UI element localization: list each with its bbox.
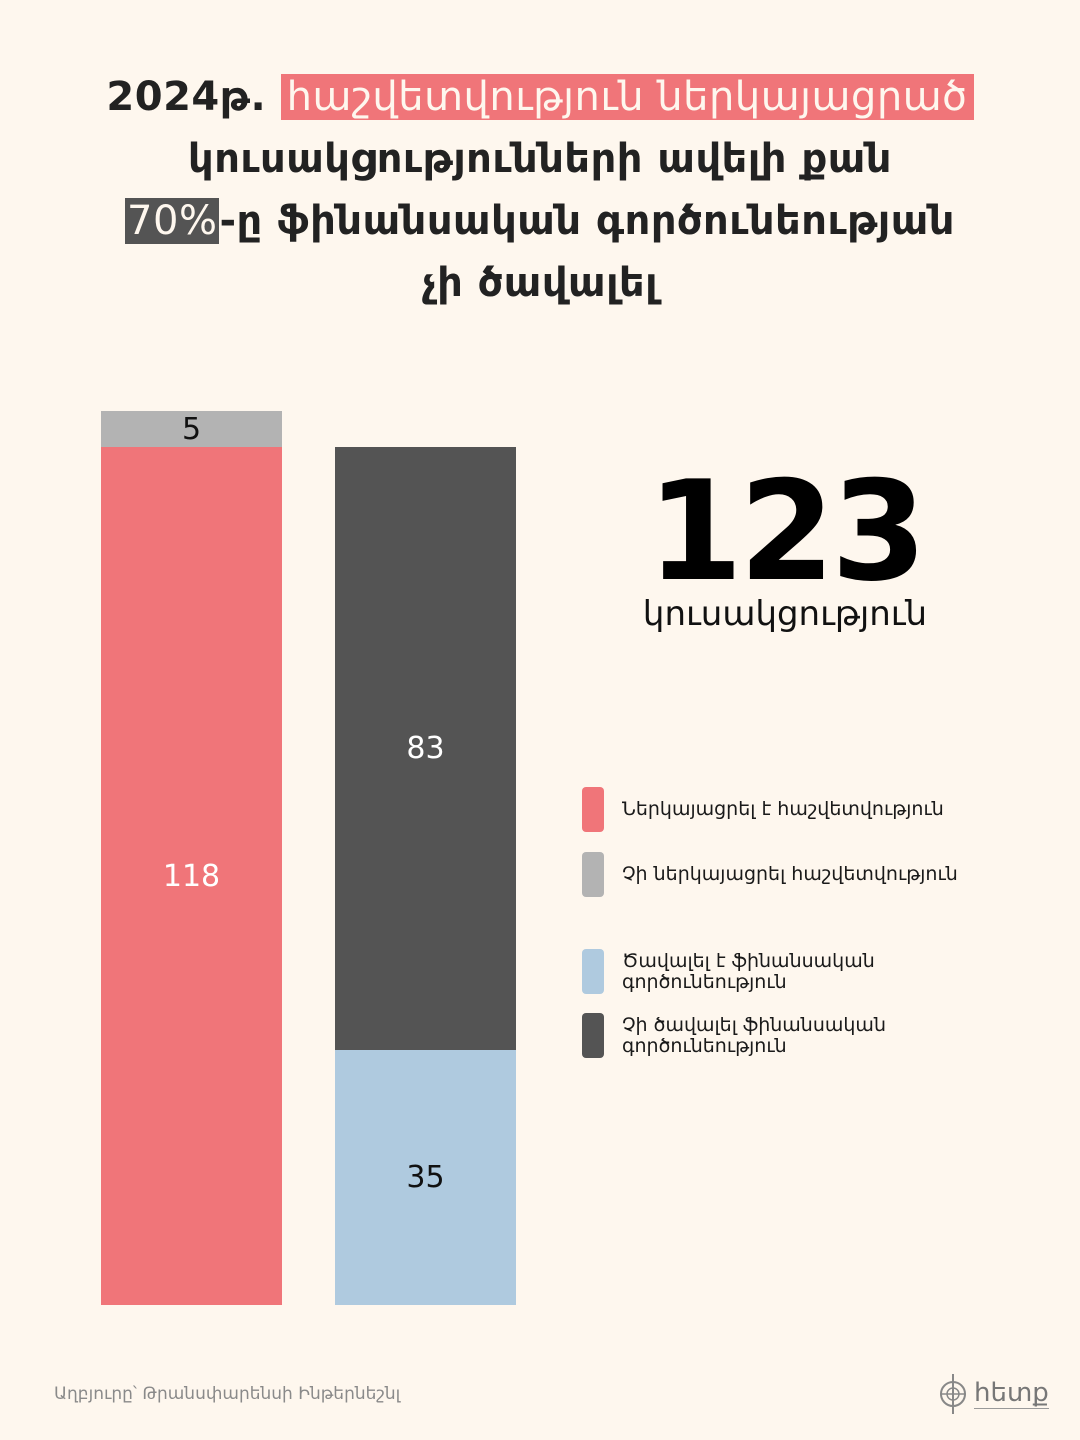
value-label: 118 — [162, 858, 221, 894]
legend-label: Ներկայացրել է հաշվետվություն — [622, 798, 944, 820]
legend-swatch — [582, 1013, 604, 1058]
legend-item-not-submitted: Չի ներկայացրել հաշվետվություն — [582, 852, 1022, 897]
total-label: կուսակցություն — [642, 594, 928, 634]
title-line-1: 2024թ. հաշվետվություն ներկայացրած — [40, 66, 1040, 128]
legend-item-no-activity: Չի ծավալել ֆինանսական գործունեություն — [582, 1013, 932, 1058]
legend-item-submitted: Ներկայացրել է հաշվետվություն — [582, 787, 1022, 832]
bar-financial-activity: 83 35 — [335, 447, 516, 1305]
title-line-3-rest: -ը ֆինանսական գործունեության — [219, 198, 955, 244]
title-line-4: չի ծավալել — [422, 260, 658, 306]
value-label: 35 — [406, 1160, 445, 1195]
title-year: 2024թ. — [106, 74, 267, 120]
bar-segment-not-submitted: 5 — [101, 411, 282, 447]
legend-label: Ծավալել է ֆինանսական գործունեություն — [622, 949, 875, 993]
value-label: 83 — [406, 731, 445, 766]
title-line-3: 70%-ը ֆինանսական գործունեության — [40, 190, 1040, 252]
title-highlight-red: հաշվետվություն ներկայացրած — [280, 74, 974, 120]
value-label: 5 — [181, 411, 202, 447]
legend-label: Չի ներկայացրել հաշվետվություն — [622, 863, 958, 885]
legend-swatch — [582, 852, 604, 897]
bar-segment-submitted: 118 — [101, 447, 282, 1305]
bar-segment-activity: 35 — [335, 1050, 516, 1305]
total-count: 123 — [646, 451, 927, 612]
title-highlight-percent: 70% — [125, 198, 220, 244]
legend-label: Չի ծավալել ֆինանսական գործունեություն — [622, 1013, 886, 1057]
chart-title: 2024թ. հաշվետվություն ներկայացրած կուսակ… — [40, 66, 1040, 314]
source-note: Աղբյուրը՝ Թրանսփարենսի Ինթերնեշնլ — [54, 1384, 401, 1404]
title-line-2: կուսակցությունների ավելի քան — [187, 136, 893, 182]
bar-reports: 5 118 — [101, 411, 282, 1305]
legend-swatch — [582, 949, 604, 994]
hetq-logo: հետք — [938, 1372, 1049, 1416]
logo-text: հետք — [974, 1377, 1049, 1409]
legend-swatch — [582, 787, 604, 832]
bar-segment-no-activity: 83 — [335, 447, 516, 1050]
legend-item-activity: Ծավալել է ֆինանսական գործունեություն — [582, 949, 922, 994]
crosshair-logo-icon — [940, 1374, 966, 1414]
